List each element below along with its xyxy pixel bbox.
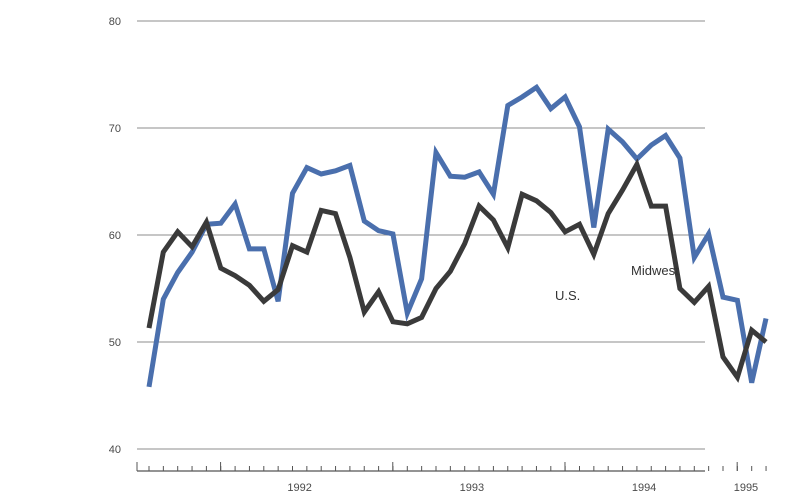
- y-tick-label-40: 40: [109, 444, 121, 456]
- series-line-midwest: [146, 83, 769, 388]
- y-tick-label-60: 60: [109, 230, 121, 242]
- series-label-us: U.S.: [555, 288, 580, 303]
- series-label-midwest: Midwest: [631, 263, 679, 278]
- x-tick-label-1992: 1992: [287, 482, 311, 494]
- x-tick-label-1995: 1995: [734, 482, 758, 494]
- y-tick-label-50: 50: [109, 337, 121, 349]
- y-tick-label-80: 80: [109, 16, 121, 28]
- x-tick-label-1993: 1993: [460, 482, 484, 494]
- y-tick-label-70: 70: [109, 123, 121, 135]
- series-line-us: [146, 158, 768, 383]
- x-tick-label-1994: 1994: [632, 482, 656, 494]
